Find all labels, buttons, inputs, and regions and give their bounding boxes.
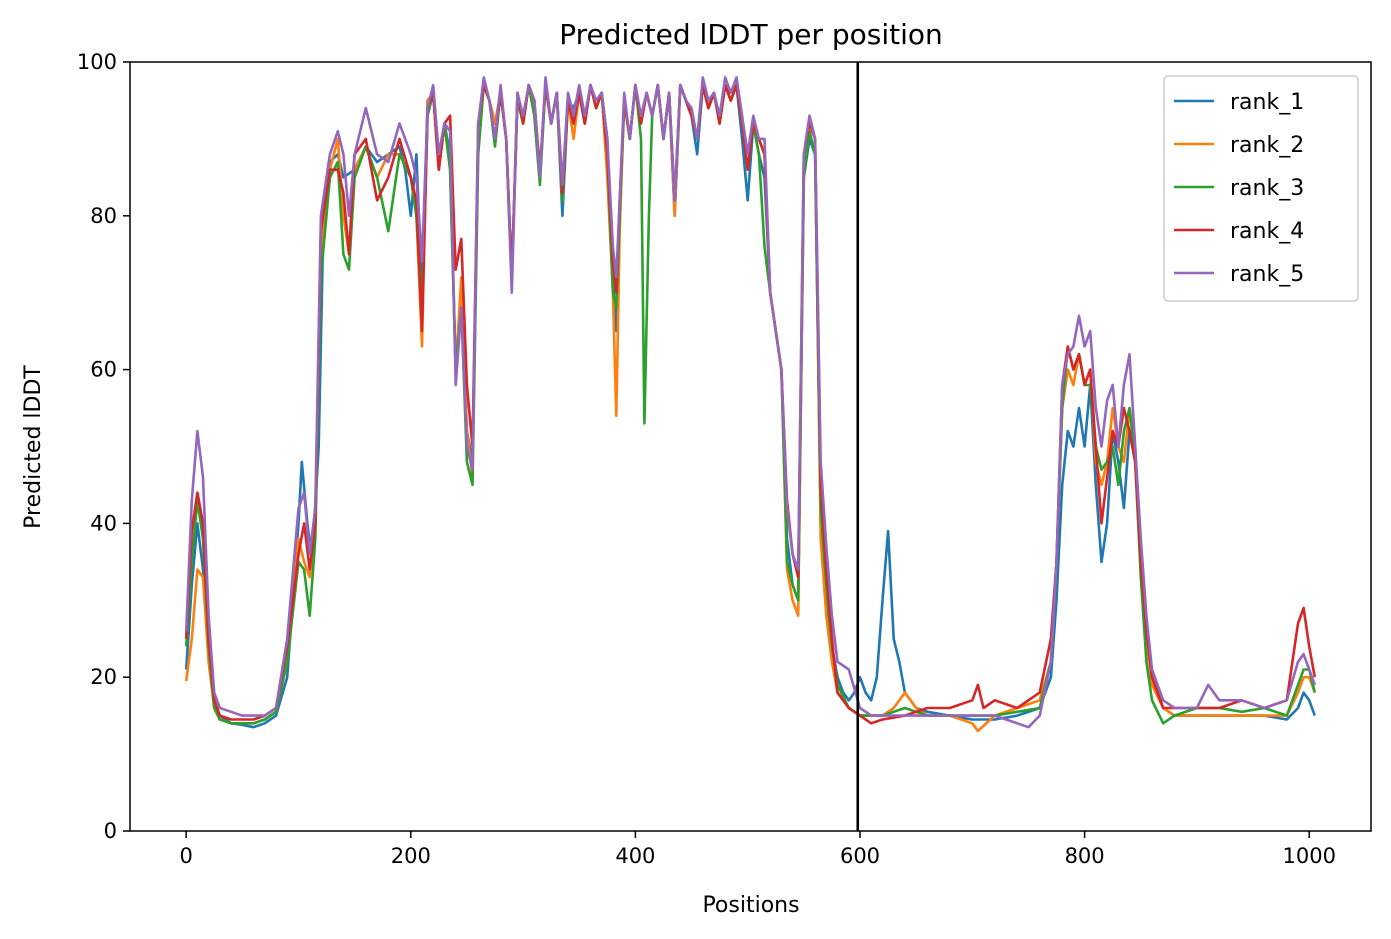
x-tick-label: 800 <box>1065 844 1105 868</box>
y-tick-label: 0 <box>104 819 117 843</box>
y-tick-label: 60 <box>90 358 117 382</box>
y-tick-label: 40 <box>90 511 117 535</box>
x-tick-label: 0 <box>179 844 192 868</box>
x-tick-label: 200 <box>391 844 431 868</box>
legend: rank_1 rank_2 rank_3 rank_4 rank_5 <box>1163 75 1359 302</box>
x-tick-label: 600 <box>840 844 880 868</box>
legend-label-rank_2: rank_2 <box>1230 133 1304 158</box>
x-tick-label: 1000 <box>1283 844 1336 868</box>
x-tick-label: 400 <box>615 844 655 868</box>
y-tick-label: 20 <box>90 665 117 689</box>
legend-label-rank_3: rank_3 <box>1230 176 1304 201</box>
x-axis-ticks: 0 200 400 600 800 1000 <box>179 831 1336 868</box>
y-axis-ticks: 0 20 40 60 80 100 <box>77 50 130 843</box>
y-tick-label: 100 <box>77 50 117 74</box>
legend-label-rank_5: rank_5 <box>1230 262 1304 287</box>
series-group <box>184 76 1317 733</box>
plot-frame <box>129 61 1372 832</box>
y-tick-label: 80 <box>90 204 117 228</box>
y-axis-title: Predicted lDDT <box>21 365 46 529</box>
legend-box <box>1163 75 1359 302</box>
legend-label-rank_1: rank_1 <box>1230 90 1304 115</box>
legend-label-rank_4: rank_4 <box>1230 219 1304 244</box>
chart-title: Predicted lDDT per position <box>559 18 943 51</box>
series-line-rank_5 <box>184 76 1317 729</box>
x-axis-title: Positions <box>702 893 799 918</box>
